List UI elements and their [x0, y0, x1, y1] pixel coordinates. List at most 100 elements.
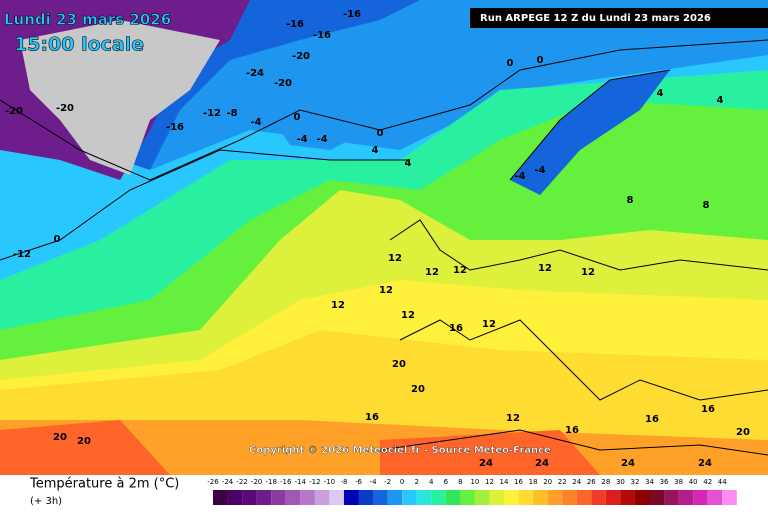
color-tick-label: 38: [674, 478, 683, 486]
color-tick-label: 22: [558, 478, 567, 486]
isotherm-label: 16: [365, 412, 379, 423]
color-tick-label: 42: [703, 478, 712, 486]
color-tick-label: 34: [645, 478, 654, 486]
color-cell: [314, 490, 330, 505]
isotherm-label: 4: [405, 158, 412, 169]
isotherm-label: 0: [507, 58, 514, 69]
color-tick-label: 18: [529, 478, 538, 486]
legend-title: Température à 2m (°C): [29, 477, 179, 492]
color-cell: [504, 490, 519, 505]
color-tick-label: -14: [295, 478, 307, 486]
color-tick-label: -10: [324, 478, 335, 486]
color-cell: [620, 490, 635, 505]
isotherm-label: 8: [627, 195, 634, 206]
isotherm-label: 12: [482, 319, 496, 330]
color-tick-label: 8: [458, 478, 462, 486]
isotherm-label: -4: [296, 134, 307, 145]
color-tick-label: -18: [265, 478, 276, 486]
isotherm-label: -4: [514, 171, 525, 182]
isotherm-label: 24: [698, 458, 712, 469]
color-cell: [576, 490, 592, 505]
isotherm-label: 20: [77, 436, 91, 447]
isotherm-label: 16: [449, 323, 463, 334]
color-tick-label: -20: [251, 478, 262, 486]
color-cell: [562, 490, 577, 505]
color-cell: [707, 490, 723, 505]
color-cell: [373, 490, 388, 505]
color-tick-label: 24: [572, 478, 581, 486]
isotherm-label: -16: [166, 122, 184, 133]
color-cell: [343, 490, 359, 505]
color-tick-label: -2: [384, 478, 391, 486]
color-cell: [664, 490, 679, 505]
color-cell: [242, 490, 257, 505]
color-tick-label: -8: [340, 478, 347, 486]
color-cell: [693, 490, 708, 505]
color-cell: [533, 490, 548, 505]
isotherm-label: -8: [226, 108, 237, 119]
color-tick-label: 44: [718, 478, 727, 486]
color-tick-label: 14: [500, 478, 509, 486]
color-cell: [329, 490, 344, 505]
isotherm-label: 12: [401, 310, 415, 321]
isotherm-label: 4: [657, 88, 664, 99]
isotherm-label: -16: [313, 30, 331, 41]
color-tick-label: 28: [601, 478, 610, 486]
isotherm-label: -20: [274, 78, 292, 89]
isotherm-label: 0: [294, 112, 301, 123]
run-box: [470, 8, 768, 28]
isotherm-label: 4: [372, 145, 379, 156]
isotherm-label: 0: [54, 234, 61, 245]
color-cell: [285, 490, 301, 505]
color-tick-label: 4: [429, 478, 434, 486]
color-cell: [213, 490, 228, 505]
color-tick-label: 0: [400, 478, 404, 486]
color-cell: [402, 490, 417, 505]
color-cell: [605, 490, 621, 505]
isotherm-label: 24: [535, 458, 549, 469]
color-cell: [358, 490, 374, 505]
map-time: 15:00 locale: [14, 34, 144, 56]
isotherm-label: 24: [479, 458, 493, 469]
isotherm-label: -12: [13, 249, 31, 260]
isotherm-label: -4: [316, 134, 327, 145]
isotherm-label: -16: [286, 19, 304, 30]
color-cell: [445, 490, 461, 505]
isotherm-label: 12: [425, 267, 439, 278]
color-tick-label: 6: [444, 478, 449, 486]
isotherm-label: -24: [246, 68, 264, 79]
map-date: Lundi 23 mars 2026: [4, 11, 171, 29]
isotherm-label: -4: [534, 165, 545, 176]
isotherm-label: 8: [703, 200, 710, 211]
color-cell: [227, 490, 243, 505]
isotherm-label: 12: [388, 253, 402, 264]
color-tick-label: 16: [514, 478, 523, 486]
color-cell: [547, 490, 563, 505]
color-tick-label: -12: [309, 478, 320, 486]
legend-step: (+ 3h): [30, 496, 62, 507]
color-cell: [634, 490, 650, 505]
isotherm-label: -4: [250, 117, 261, 128]
color-cell: [518, 490, 534, 505]
color-cell: [416, 490, 432, 505]
isotherm-label: -20: [56, 103, 74, 114]
isotherm-label: 12: [331, 300, 345, 311]
isotherm-label: 4: [717, 95, 724, 106]
isotherm-label: 0: [377, 128, 384, 139]
color-cell: [256, 490, 272, 505]
color-tick-label: -6: [355, 478, 363, 486]
isotherm-label: 16: [645, 414, 659, 425]
color-tick-label: -24: [222, 478, 234, 486]
color-tick-label: -16: [280, 478, 292, 486]
color-cell: [300, 490, 315, 505]
color-tick-label: 30: [616, 478, 625, 486]
isotherm-label: 12: [538, 263, 552, 274]
isotherm-label: 12: [581, 267, 595, 278]
color-tick-label: -22: [236, 478, 247, 486]
color-tick-label: 40: [689, 478, 698, 486]
isotherm-label: 20: [411, 384, 425, 395]
color-tick-label: -4: [370, 478, 378, 486]
color-cell: [271, 490, 286, 505]
isotherm-label: -12: [203, 108, 221, 119]
